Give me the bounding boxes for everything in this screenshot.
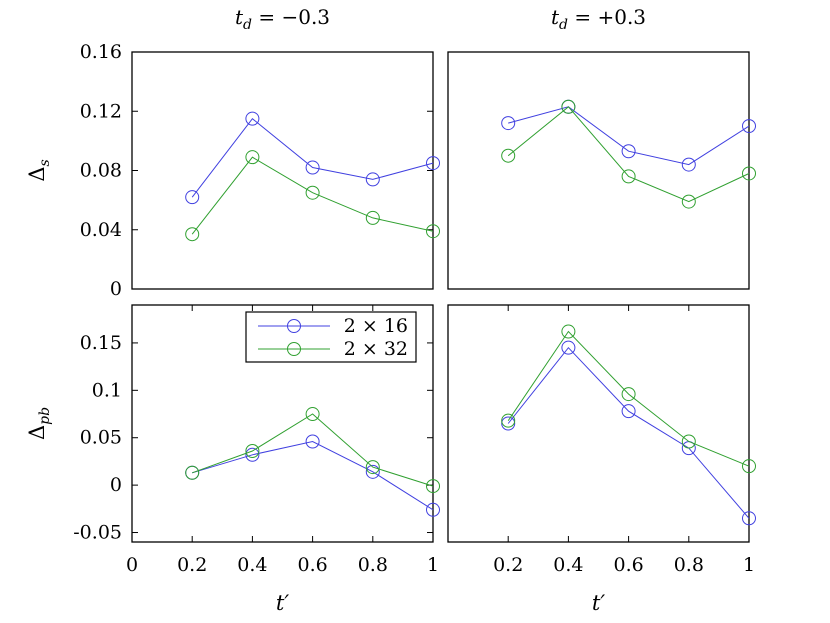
data-point-2x16: [501, 116, 516, 131]
y-axis-label-base: Δ: [25, 425, 49, 440]
series-line-2x16: [508, 106, 750, 166]
plot-frame: [131, 51, 434, 290]
legend-label: 2 × 32: [344, 338, 408, 360]
x-tick-label: 0.2: [177, 554, 207, 576]
series-line-2x32: [191, 156, 434, 235]
panel-title: td = +0.3: [551, 5, 646, 33]
data-point-2x32: [681, 194, 696, 209]
data-point-2x16: [245, 447, 260, 462]
data-point-2x32: [681, 434, 696, 449]
x-tick-label: 0.8: [674, 554, 704, 576]
data-point-2x32: [305, 185, 320, 200]
x-tick-label: 0.6: [613, 554, 643, 576]
y-tick-label: 0.08: [80, 160, 122, 182]
y-axis-label-sub: pb: [37, 407, 53, 425]
legend-marker: [287, 342, 301, 356]
data-point-2x32: [742, 459, 756, 474]
x-axis-label: t′: [276, 591, 289, 615]
y-axis-label-base: Δ: [25, 167, 49, 182]
data-point-2x32: [185, 465, 200, 480]
data-point-2x32: [501, 148, 516, 163]
y-tick-label: 0: [110, 278, 122, 300]
panel-top-right: td = +0.3: [447, 5, 756, 290]
data-point-2x16: [681, 157, 696, 172]
panel-top-left: 0 0.04 0.08 0.12 0.16 td = −0.3 Δs: [25, 5, 440, 300]
series-line-2x32: [192, 413, 434, 487]
y-axis-label-group: Δpb: [25, 407, 53, 440]
panel-title-base: t: [551, 5, 560, 29]
y-tick-label: 0.04: [80, 219, 122, 241]
plot-frame: [131, 304, 434, 543]
data-point-2x16: [365, 172, 380, 187]
x-tick-label: 0.4: [237, 554, 267, 576]
data-point-2x32: [501, 413, 516, 428]
data-point-2x32: [742, 166, 756, 181]
panel-title-rest: = +0.3: [568, 5, 646, 29]
data-point-2x32: [365, 210, 380, 225]
data-point-2x32: [426, 224, 440, 239]
y-tick-label: 0: [110, 474, 122, 496]
x-tick-label: 1: [743, 554, 755, 576]
data-point-2x16: [365, 464, 380, 479]
y-axis-label: Δs: [25, 159, 53, 181]
y-axis-label-group: Δs: [25, 159, 53, 181]
data-point-2x16: [426, 502, 440, 517]
data-point-2x16: [426, 156, 440, 171]
data-point-2x32: [426, 479, 440, 494]
data-point-2x32: [245, 443, 260, 458]
data-point-2x32: [621, 169, 636, 184]
panel-bottom-right: 0.2 0.4 0.6 0.8 1 t′: [447, 304, 756, 615]
series-line-2x16: [507, 346, 750, 519]
legend-box: [245, 311, 417, 363]
panel-title-rest: = −0.3: [252, 5, 330, 29]
data-point-2x16: [245, 111, 260, 126]
data-point-2x32: [561, 324, 576, 339]
y-axis-label: Δpb: [25, 407, 53, 440]
x-tick-label: 1: [427, 554, 439, 576]
x-axis-label: t′: [592, 591, 605, 615]
legend-marker: [287, 319, 301, 333]
panel-title: td = −0.3: [235, 5, 330, 33]
x-tick-label: 0: [126, 554, 138, 576]
plot-frame: [447, 304, 750, 543]
data-point-2x32: [621, 387, 636, 402]
panel-title-sub: d: [559, 17, 568, 33]
data-point-2x16: [561, 340, 576, 355]
x-tick-label: 0.4: [553, 554, 583, 576]
data-point-2x32: [305, 407, 320, 422]
data-point-2x16: [621, 404, 636, 419]
y-axis-label-sub: s: [37, 159, 53, 166]
data-point-2x32: [245, 150, 260, 165]
series-line-2x32: [507, 330, 750, 467]
y-tick-label: 0.16: [80, 41, 122, 63]
data-point-2x32: [365, 460, 380, 475]
data-point-2x16: [742, 511, 756, 526]
x-tick-label: 0.2: [493, 554, 523, 576]
data-point-2x16: [305, 434, 320, 449]
y-tick-label: 0.1: [92, 379, 122, 401]
y-tick-label: 0.12: [80, 100, 122, 122]
data-point-2x16: [305, 160, 320, 175]
panel-title-sub: d: [243, 17, 252, 33]
x-tick-label: 0.6: [297, 554, 327, 576]
y-tick-label: 0.15: [80, 332, 122, 354]
legend-label: 2 × 16: [344, 315, 408, 337]
series-line-2x16: [192, 440, 434, 511]
data-point-2x32: [185, 227, 200, 242]
x-tick-label: 0.8: [358, 554, 388, 576]
data-point-2x16: [621, 144, 636, 159]
series-line-2x16: [191, 117, 434, 198]
y-tick-label: 0.05: [80, 427, 122, 449]
data-point-2x16: [185, 190, 200, 205]
y-tick-label: -0.05: [73, 522, 122, 544]
data-point-2x16: [501, 416, 516, 431]
data-point-2x32: [561, 99, 576, 114]
series-line-2x32: [507, 106, 750, 203]
data-point-2x16: [742, 119, 756, 134]
panel-title-base: t: [235, 5, 244, 29]
plot-frame: [447, 51, 750, 290]
